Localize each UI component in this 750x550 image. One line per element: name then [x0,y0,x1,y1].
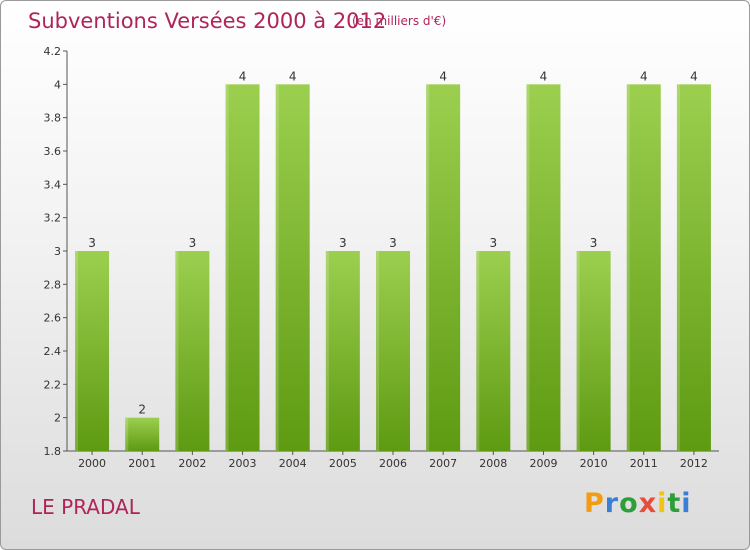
bar-highlight [275,84,279,451]
bar-2010 [576,251,611,451]
bar-value-label: 4 [239,69,247,83]
bar-highlight [225,84,229,451]
bar-2008 [476,251,511,451]
x-tick-label: 2002 [178,457,206,470]
bar-2003 [225,84,260,451]
y-tick-label: 2.8 [44,278,62,291]
bar-value-label: 3 [489,236,497,250]
y-tick-label: 2.4 [44,345,62,358]
bar-2000 [75,251,110,451]
bar-highlight [325,251,329,451]
bar-value-label: 2 [138,403,146,417]
bar-highlight [526,84,530,451]
x-tick-label: 2012 [680,457,708,470]
x-tick-label: 2001 [128,457,156,470]
chart-title: Subventions Versées 2000 à 2012 [28,9,387,33]
x-tick-label: 2010 [580,457,608,470]
bar-value-label: 4 [640,69,648,83]
x-tick-label: 2006 [379,457,407,470]
y-tick-label: 1.8 [44,445,62,458]
y-tick-label: 2 [54,412,61,425]
bar-highlight [676,84,680,451]
bar-value-label: 4 [690,69,698,83]
y-tick-label: 3.2 [44,212,62,225]
bar-2007 [426,84,461,451]
x-tick-label: 2009 [529,457,557,470]
bar-value-label: 3 [88,236,96,250]
bar-highlight [626,84,630,451]
logo-letter: x [638,488,658,519]
x-tick-label: 2003 [229,457,257,470]
x-tick-label: 2007 [429,457,457,470]
y-tick-label: 4 [54,78,61,91]
bar-value-label: 3 [389,236,397,250]
logo-letter: r [604,488,620,519]
bar-highlight [175,251,179,451]
bar-2012 [676,84,711,451]
bar-value-label: 4 [540,69,548,83]
bar-2006 [376,251,410,451]
x-tick-label: 2004 [279,457,307,470]
bar-value-label: 4 [439,69,447,83]
y-tick-label: 3.8 [44,112,62,125]
y-tick-label: 3.6 [44,145,62,158]
bar-highlight [476,251,480,451]
y-tick-label: 2.6 [44,312,62,325]
x-tick-label: 2011 [630,457,658,470]
commune-name: LE PRADAL [31,495,140,519]
plot-area: 1.8 2 2.2 2.4 2.6 2.8 3 3.2 3.4 3.6 3.8 4 4.2 3 2000 2 2… [44,45,719,470]
bar-2002 [175,251,210,451]
logo-letter: t [667,488,682,519]
x-tick-label: 2005 [329,457,357,470]
bar-highlight [576,251,580,451]
bar-value-label: 3 [339,236,347,250]
bar-value-label: 3 [590,236,598,250]
x-tick-label: 2000 [78,457,106,470]
bar-highlight [376,251,379,451]
bar-highlight [426,84,430,451]
chart-subtitle: (en milliers d'€) [352,14,447,28]
bar-2004 [275,84,310,451]
y-tick-label: 2.2 [44,378,62,391]
logo-letter: o [619,488,639,519]
bar-value-label: 3 [189,236,197,250]
y-tick-label: 3.4 [44,178,62,191]
bar-highlight [125,417,129,451]
logo-letter: i [657,488,668,519]
y-tick-label: 3 [54,245,61,258]
bar-2009 [526,84,561,451]
bar-2005 [325,251,360,451]
y-tick-label: 4.2 [44,45,62,58]
bar-2011 [626,84,661,451]
bar-highlight [75,251,79,451]
bar-value-label: 4 [289,69,297,83]
logo-letter: P [584,488,605,519]
x-tick-label: 2008 [479,457,507,470]
bar-2001 [125,417,160,451]
proxiti-logo: Proxiti [584,488,692,519]
logo-letter: i [681,488,692,519]
